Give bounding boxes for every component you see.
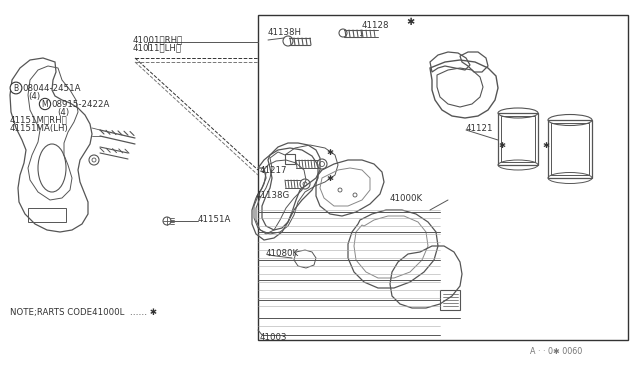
Text: 41151MA(LH): 41151MA(LH) <box>10 124 68 132</box>
Bar <box>28 208 66 222</box>
Bar <box>551 123 589 175</box>
Text: 41121: 41121 <box>466 124 493 132</box>
Text: ✱: ✱ <box>499 141 506 150</box>
Text: 08044-2451A: 08044-2451A <box>22 83 81 93</box>
Text: M: M <box>42 99 48 109</box>
Text: NOTE;RARTS CODE41000L  …… ✱: NOTE;RARTS CODE41000L …… ✱ <box>10 308 157 317</box>
Bar <box>285 154 295 164</box>
Text: A · · 0✱ 0060: A · · 0✱ 0060 <box>530 347 582 356</box>
Bar <box>258 15 628 340</box>
Text: ✱: ✱ <box>543 141 550 150</box>
Bar <box>498 113 538 165</box>
Text: ✱: ✱ <box>406 17 414 27</box>
Text: ✱: ✱ <box>326 148 333 157</box>
Text: 41217: 41217 <box>260 166 287 174</box>
Text: 41000K: 41000K <box>390 193 423 202</box>
Text: 41001（RH）: 41001（RH） <box>133 35 183 45</box>
Text: 41138G: 41138G <box>256 190 291 199</box>
Bar <box>440 290 460 310</box>
Text: (4): (4) <box>28 92 40 100</box>
Text: 08915-2422A: 08915-2422A <box>51 99 109 109</box>
Text: ✱: ✱ <box>326 173 333 183</box>
Text: 41011（LH）: 41011（LH） <box>133 44 182 52</box>
Text: B: B <box>13 83 19 93</box>
Text: 41080K: 41080K <box>266 248 299 257</box>
Bar <box>501 116 535 162</box>
Bar <box>548 120 592 178</box>
Text: 41138H: 41138H <box>268 28 302 36</box>
Text: 41151A: 41151A <box>198 215 232 224</box>
Text: (4): (4) <box>57 108 69 116</box>
Text: 41151M（RH）: 41151M（RH） <box>10 115 68 125</box>
Text: 41003: 41003 <box>260 333 287 341</box>
Text: 41128: 41128 <box>362 20 390 29</box>
